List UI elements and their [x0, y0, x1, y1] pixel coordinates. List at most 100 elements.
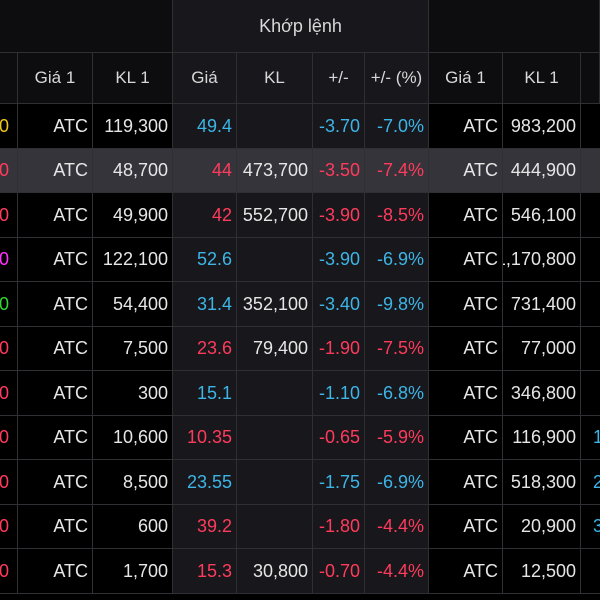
header-bid-volume-1[interactable]: KL 1 — [93, 53, 173, 104]
ask-volume-1[interactable]: 116,900 — [503, 416, 581, 460]
next-column-clipped[interactable]: 2 — [581, 460, 600, 505]
change-value[interactable]: -1.80 — [313, 505, 365, 549]
edge-price[interactable]: 0 — [0, 238, 18, 282]
bid-price-1[interactable]: ATC — [18, 104, 93, 149]
change-percent[interactable]: -4.4% — [365, 549, 429, 594]
edge-price[interactable]: 0 — [0, 149, 18, 193]
change-value[interactable]: -3.40 — [313, 282, 365, 327]
match-price[interactable]: 52.6 — [173, 238, 237, 282]
change-value[interactable]: -1.75 — [313, 460, 365, 505]
bid-volume-1[interactable]: 10,600 — [93, 416, 173, 460]
change-percent[interactable]: -9.8% — [365, 282, 429, 327]
match-price[interactable]: 39.2 — [173, 505, 237, 549]
edge-price[interactable]: 0 — [0, 193, 18, 238]
bid-volume-1[interactable]: 300 — [93, 371, 173, 416]
bid-volume-1[interactable]: 48,700 — [93, 149, 173, 193]
header-bid-price-1[interactable]: Giá 1 — [18, 53, 93, 104]
change-percent[interactable]: -7.5% — [365, 327, 429, 371]
next-column-clipped[interactable] — [581, 193, 600, 238]
header-match-volume[interactable]: KL — [237, 53, 313, 104]
match-price[interactable]: 49.4 — [173, 104, 237, 149]
match-volume[interactable] — [237, 371, 313, 416]
bid-price-1[interactable]: ATC — [18, 371, 93, 416]
change-percent[interactable]: -4.4% — [365, 505, 429, 549]
bid-volume-1[interactable]: 1,700 — [93, 549, 173, 594]
change-percent[interactable]: -8.5% — [365, 193, 429, 238]
change-value[interactable]: -3.90 — [313, 193, 365, 238]
match-volume[interactable] — [237, 104, 313, 149]
ask-price-1[interactable]: ATC — [429, 149, 503, 193]
bid-price-1[interactable]: ATC — [18, 193, 93, 238]
ask-price-1[interactable]: ATC — [429, 460, 503, 505]
ask-volume-1[interactable]: 546,100 — [503, 193, 581, 238]
ask-volume-1[interactable]: 20,900 — [503, 505, 581, 549]
match-price[interactable]: 15.1 — [173, 371, 237, 416]
change-value[interactable]: -0.65 — [313, 416, 365, 460]
match-price[interactable]: 23.6 — [173, 327, 237, 371]
bid-price-1[interactable]: ATC — [18, 549, 93, 594]
match-price[interactable]: 44 — [173, 149, 237, 193]
match-volume[interactable]: 473,700 — [237, 149, 313, 193]
change-percent[interactable]: -5.9% — [365, 416, 429, 460]
match-price[interactable]: 31.4 — [173, 282, 237, 327]
bid-volume-1[interactable]: 122,100 — [93, 238, 173, 282]
match-volume[interactable]: 552,700 — [237, 193, 313, 238]
next-column-clipped[interactable] — [581, 149, 600, 193]
header-ask-price-1[interactable]: Giá 1 — [429, 53, 503, 104]
ask-price-1[interactable]: ATC — [429, 104, 503, 149]
bid-price-1[interactable]: ATC — [18, 327, 93, 371]
match-price[interactable]: 42 — [173, 193, 237, 238]
match-volume[interactable] — [237, 416, 313, 460]
edge-price[interactable]: 0 — [0, 416, 18, 460]
match-price[interactable]: 23.55 — [173, 460, 237, 505]
bid-volume-1[interactable]: 54,400 — [93, 282, 173, 327]
match-volume[interactable] — [237, 238, 313, 282]
match-volume[interactable] — [237, 460, 313, 505]
ask-price-1[interactable]: ATC — [429, 193, 503, 238]
edge-price[interactable]: 0 — [0, 460, 18, 505]
bid-price-1[interactable]: ATC — [18, 282, 93, 327]
change-value[interactable]: -1.10 — [313, 371, 365, 416]
bid-volume-1[interactable]: 119,300 — [93, 104, 173, 149]
ask-volume-1[interactable]: 731,400 — [503, 282, 581, 327]
ask-price-1[interactable]: ATC — [429, 327, 503, 371]
bid-price-1[interactable]: ATC — [18, 149, 93, 193]
change-percent[interactable]: -7.4% — [365, 149, 429, 193]
ask-volume-1[interactable]: 518,300 — [503, 460, 581, 505]
bid-volume-1[interactable]: 8,500 — [93, 460, 173, 505]
edge-price[interactable]: 0 — [0, 104, 18, 149]
next-column-clipped[interactable] — [581, 327, 600, 371]
next-column-clipped[interactable] — [581, 282, 600, 327]
next-column-clipped[interactable]: 1 — [581, 416, 600, 460]
header-change-percent[interactable]: +/- (%) — [365, 53, 429, 104]
edge-price[interactable]: 0 — [0, 505, 18, 549]
ask-price-1[interactable]: ATC — [429, 416, 503, 460]
next-column-clipped[interactable] — [581, 549, 600, 594]
edge-price[interactable]: 0 — [0, 549, 18, 594]
bid-volume-1[interactable]: 7,500 — [93, 327, 173, 371]
next-column-clipped[interactable] — [581, 104, 600, 149]
match-volume[interactable]: 79,400 — [237, 327, 313, 371]
ask-price-1[interactable]: ATC — [429, 371, 503, 416]
change-value[interactable]: -3.70 — [313, 104, 365, 149]
change-percent[interactable]: -6.9% — [365, 238, 429, 282]
bid-price-1[interactable]: ATC — [18, 505, 93, 549]
next-column-clipped[interactable] — [581, 238, 600, 282]
next-column-clipped[interactable]: 3 — [581, 505, 600, 549]
change-value[interactable]: -0.70 — [313, 549, 365, 594]
change-percent[interactable]: -6.9% — [365, 460, 429, 505]
bid-price-1[interactable]: ATC — [18, 460, 93, 505]
match-price[interactable]: 15.3 — [173, 549, 237, 594]
change-value[interactable]: -1.90 — [313, 327, 365, 371]
change-value[interactable]: -3.90 — [313, 238, 365, 282]
change-percent[interactable]: -6.8% — [365, 371, 429, 416]
edge-price[interactable]: 0 — [0, 282, 18, 327]
next-column-clipped[interactable] — [581, 371, 600, 416]
edge-price[interactable]: 0 — [0, 327, 18, 371]
bid-price-1[interactable]: ATC — [18, 416, 93, 460]
bid-volume-1[interactable]: 49,900 — [93, 193, 173, 238]
ask-price-1[interactable]: ATC — [429, 282, 503, 327]
ask-price-1[interactable]: ATC — [429, 549, 503, 594]
ask-price-1[interactable]: ATC — [429, 505, 503, 549]
edge-price[interactable]: 0 — [0, 371, 18, 416]
